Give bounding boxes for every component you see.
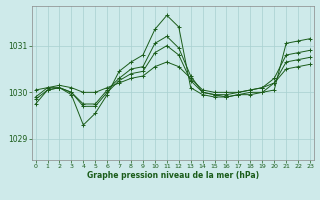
X-axis label: Graphe pression niveau de la mer (hPa): Graphe pression niveau de la mer (hPa) (87, 171, 259, 180)
